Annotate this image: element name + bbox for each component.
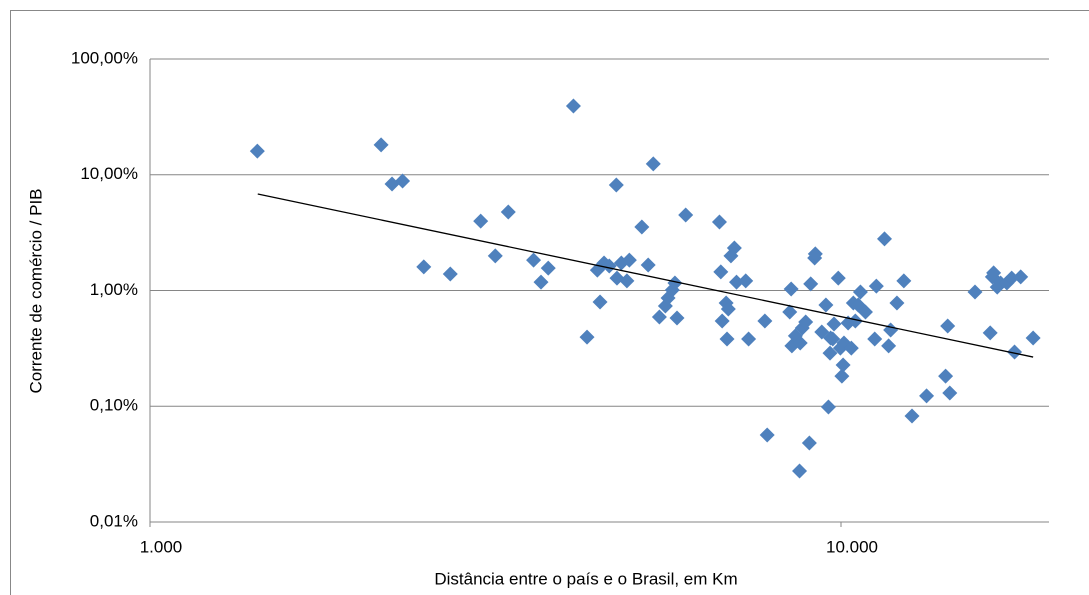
point [986, 265, 1002, 281]
point [826, 316, 842, 332]
point [820, 399, 836, 415]
point [579, 329, 595, 345]
point [608, 177, 624, 193]
point [1013, 269, 1029, 285]
point [540, 260, 556, 276]
point [416, 259, 432, 275]
point [645, 156, 661, 172]
point [500, 204, 516, 220]
point [896, 273, 912, 289]
point [919, 388, 935, 404]
point [395, 173, 411, 189]
point [720, 301, 736, 317]
point [792, 335, 808, 351]
point [830, 270, 846, 286]
point [835, 357, 851, 373]
point [621, 252, 637, 268]
point [867, 331, 883, 347]
y-tick-label: 1,00% [90, 280, 138, 299]
point [834, 368, 850, 384]
point [634, 219, 650, 235]
point [792, 463, 808, 479]
point [667, 275, 683, 291]
y-axis-title: Corrente de comércio / PIB [26, 188, 45, 393]
point [798, 314, 814, 330]
point [938, 368, 954, 384]
point [719, 331, 735, 347]
point [852, 284, 868, 300]
point [526, 252, 542, 268]
point [669, 310, 685, 326]
point [619, 273, 635, 289]
x-axis-title: Distância entre o país e o Brasil, em Km [434, 569, 737, 588]
point [847, 313, 863, 329]
point [881, 338, 897, 354]
x-tick-label: 10.000 [826, 537, 878, 556]
point [533, 274, 549, 290]
point [592, 294, 608, 310]
point [942, 385, 958, 401]
point [801, 435, 817, 451]
chart-frame [10, 10, 1089, 595]
point [843, 340, 859, 356]
point [738, 273, 754, 289]
point [803, 276, 819, 292]
point [967, 284, 983, 300]
point [759, 427, 775, 443]
point [565, 98, 581, 114]
point [726, 240, 742, 256]
x-tick-label: 1.000 [140, 537, 183, 556]
point [640, 257, 656, 273]
point [857, 304, 873, 320]
point [711, 214, 727, 230]
point [757, 313, 773, 329]
point [982, 325, 998, 341]
point [249, 143, 265, 159]
point [713, 264, 729, 280]
point [822, 345, 838, 361]
trend-line [257, 193, 1034, 358]
point [1025, 330, 1041, 346]
y-tick-label: 0,01% [90, 511, 138, 530]
point [1007, 344, 1023, 360]
point [714, 313, 730, 329]
point [651, 309, 667, 325]
point [818, 297, 834, 313]
point [782, 304, 798, 320]
y-tick-label: 100,00% [71, 48, 138, 67]
point [807, 246, 823, 262]
point [783, 281, 799, 297]
point [601, 258, 617, 274]
y-tick-label: 10,00% [80, 164, 138, 183]
point [889, 295, 905, 311]
point [473, 213, 489, 229]
point [442, 266, 458, 282]
point [876, 231, 892, 247]
point [729, 274, 745, 290]
point [678, 207, 694, 223]
point [384, 176, 400, 192]
point [825, 331, 841, 347]
point [373, 137, 389, 153]
point [1004, 270, 1020, 286]
point [487, 248, 503, 264]
point [940, 318, 956, 334]
y-tick-label: 0,10% [90, 396, 138, 415]
point [868, 278, 884, 294]
point [904, 408, 920, 424]
point [741, 331, 757, 347]
